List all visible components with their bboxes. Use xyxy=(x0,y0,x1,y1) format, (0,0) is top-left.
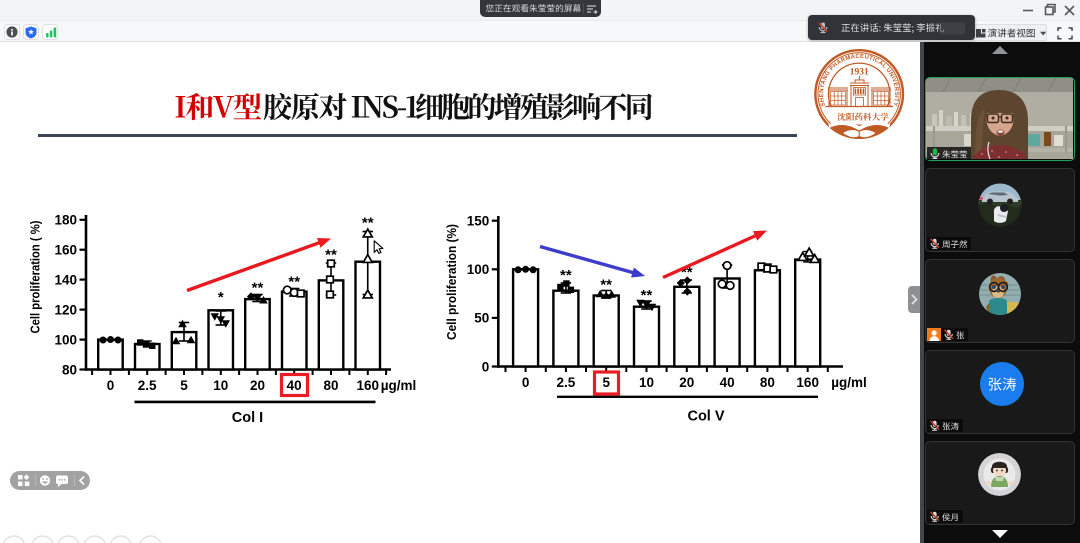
svg-text:**: ** xyxy=(252,280,264,297)
svg-text:120: 120 xyxy=(54,302,77,317)
svg-text:**: ** xyxy=(560,267,572,284)
svg-text:20: 20 xyxy=(250,378,265,393)
svg-text:5: 5 xyxy=(602,375,610,390)
svg-text:160: 160 xyxy=(54,243,77,258)
svg-text:100: 100 xyxy=(54,332,77,347)
svg-text:*: * xyxy=(218,289,224,306)
svg-text:10: 10 xyxy=(213,378,228,393)
svg-text:Col V: Col V xyxy=(687,409,724,425)
svg-text:40: 40 xyxy=(720,375,735,390)
svg-text:100: 100 xyxy=(467,262,490,277)
svg-text:Col I: Col I xyxy=(232,410,263,426)
svg-text:**: ** xyxy=(681,264,693,281)
svg-text:80: 80 xyxy=(760,375,775,390)
svg-text:0: 0 xyxy=(522,375,530,390)
svg-text:10: 10 xyxy=(639,375,654,390)
svg-text:40: 40 xyxy=(287,378,302,393)
svg-text:0: 0 xyxy=(482,359,490,374)
svg-text:**: ** xyxy=(600,277,612,294)
svg-text:180: 180 xyxy=(54,213,77,228)
svg-text:150: 150 xyxy=(467,214,490,229)
svg-text:50: 50 xyxy=(474,311,489,326)
svg-text:**: ** xyxy=(325,247,337,264)
svg-text:µg/ml: µg/ml xyxy=(831,375,867,390)
svg-text:2.5: 2.5 xyxy=(138,378,157,393)
svg-text:**: ** xyxy=(641,287,653,304)
svg-text:µg/ml: µg/ml xyxy=(381,378,417,393)
svg-text:**: ** xyxy=(288,274,300,291)
svg-text:160: 160 xyxy=(357,378,380,393)
svg-text:80: 80 xyxy=(323,378,338,393)
svg-text:1931: 1931 xyxy=(850,68,869,78)
svg-text:**: ** xyxy=(362,215,374,232)
svg-text:20: 20 xyxy=(679,375,694,390)
svg-text:0: 0 xyxy=(107,378,115,393)
svg-text:140: 140 xyxy=(54,272,77,287)
svg-text:5: 5 xyxy=(180,378,188,393)
svg-text:2.5: 2.5 xyxy=(557,375,576,390)
svg-text:160: 160 xyxy=(796,375,819,390)
svg-text:80: 80 xyxy=(62,362,77,377)
svg-text:Cell proliferation (%): Cell proliferation (%) xyxy=(444,224,459,340)
svg-text:Cell proliferation ( %): Cell proliferation ( %) xyxy=(28,221,43,334)
